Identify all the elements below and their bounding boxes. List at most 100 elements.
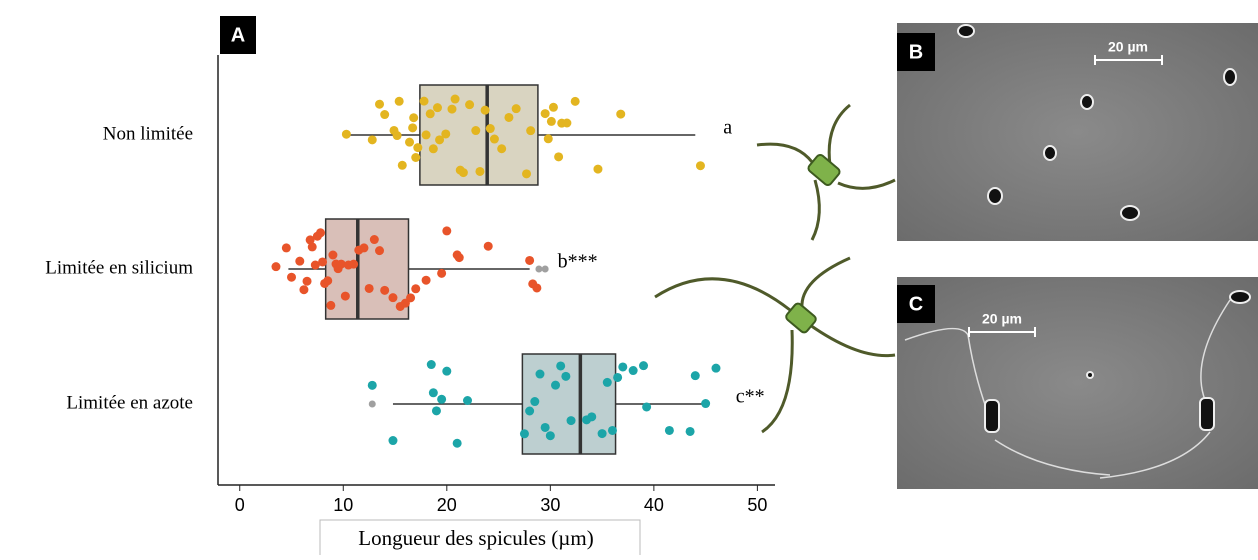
panel-label: B <box>909 41 923 63</box>
data-point <box>380 110 390 120</box>
data-point <box>711 363 721 373</box>
data-point <box>522 169 532 179</box>
cell-diagram-c <box>654 256 896 434</box>
data-point <box>452 438 462 448</box>
data-point <box>341 129 351 139</box>
cell-body <box>807 153 841 187</box>
data-point <box>388 293 398 303</box>
data-point <box>535 369 545 379</box>
category-label: Non limitée <box>103 123 193 144</box>
data-point <box>489 134 499 144</box>
data-point <box>375 246 385 256</box>
data-point <box>367 135 377 145</box>
data-point <box>548 102 558 112</box>
data-point <box>450 94 460 104</box>
data-point <box>359 243 369 253</box>
outlier <box>541 265 549 273</box>
data-point <box>428 388 438 398</box>
data-point <box>475 166 485 176</box>
data-point <box>281 243 291 253</box>
data-point <box>413 143 423 153</box>
data-point <box>454 253 464 263</box>
data-point <box>340 291 350 301</box>
data-point <box>375 99 385 109</box>
data-point <box>616 109 626 119</box>
data-point <box>483 241 493 251</box>
data-point <box>690 371 700 381</box>
panel-label: C <box>909 293 923 315</box>
data-point <box>685 426 695 436</box>
scale-label: 20 µm <box>982 311 1022 327</box>
panel-b-badge <box>897 33 935 71</box>
data-point <box>326 300 336 310</box>
data-point <box>587 412 597 422</box>
data-point <box>431 406 441 416</box>
data-point <box>458 168 468 178</box>
x-label-box <box>319 519 641 557</box>
data-point <box>394 96 404 106</box>
data-point <box>562 118 572 128</box>
data-point <box>437 268 447 278</box>
x-tick-label: 30 <box>540 495 560 515</box>
data-point <box>613 372 623 382</box>
data-point <box>426 360 436 370</box>
data-point <box>551 380 561 390</box>
data-point <box>465 100 475 110</box>
data-point <box>421 275 431 285</box>
data-point <box>540 109 550 119</box>
outlier <box>535 265 543 273</box>
cells-c <box>984 290 1251 433</box>
data-point <box>570 96 580 106</box>
significance-letter: b*** <box>558 251 598 273</box>
box-chart: 0 10 20 30 40 50 Non limitée a Limitée en silici… <box>45 55 775 515</box>
data-point <box>639 361 649 371</box>
x-tick-label: 50 <box>747 495 767 515</box>
data-point <box>328 250 338 260</box>
x-tick-label: 20 <box>437 495 457 515</box>
data-point <box>380 285 390 295</box>
x-tick-label: 10 <box>333 495 353 515</box>
data-point <box>545 431 555 441</box>
outlier <box>368 400 376 408</box>
data-point <box>695 161 705 171</box>
data-point <box>664 425 674 435</box>
data-point <box>532 283 542 293</box>
x-axis-label: Longueur des spicules (µm) <box>358 526 593 550</box>
data-point <box>388 436 398 446</box>
data-point <box>336 259 346 269</box>
data-point <box>421 130 431 140</box>
data-point <box>305 235 315 245</box>
data-point <box>437 394 447 404</box>
data-point <box>543 134 553 144</box>
data-point <box>406 293 416 303</box>
data-point <box>411 153 421 163</box>
data-point <box>463 396 473 406</box>
data-point <box>701 399 711 409</box>
data-point <box>409 113 419 123</box>
data-point <box>480 105 490 115</box>
data-point <box>364 283 374 293</box>
data-point <box>302 276 312 286</box>
data-point <box>315 228 325 238</box>
data-point <box>287 272 297 282</box>
data-point <box>299 285 309 295</box>
data-point <box>307 242 317 252</box>
data-point <box>435 135 445 145</box>
data-point <box>602 377 612 387</box>
data-point <box>519 429 529 439</box>
data-point <box>295 256 305 266</box>
data-point <box>471 126 481 136</box>
data-point <box>561 371 571 381</box>
data-point <box>511 104 521 114</box>
data-point <box>411 284 421 294</box>
significance-letter: a <box>723 117 732 139</box>
data-point <box>497 144 507 154</box>
panel-a-badge <box>220 16 256 54</box>
data-point <box>408 123 418 133</box>
data-point <box>530 397 540 407</box>
panel-label: A <box>231 24 245 46</box>
data-point <box>485 124 495 134</box>
data-point <box>369 235 379 245</box>
x-tick-label: 0 <box>235 495 245 515</box>
